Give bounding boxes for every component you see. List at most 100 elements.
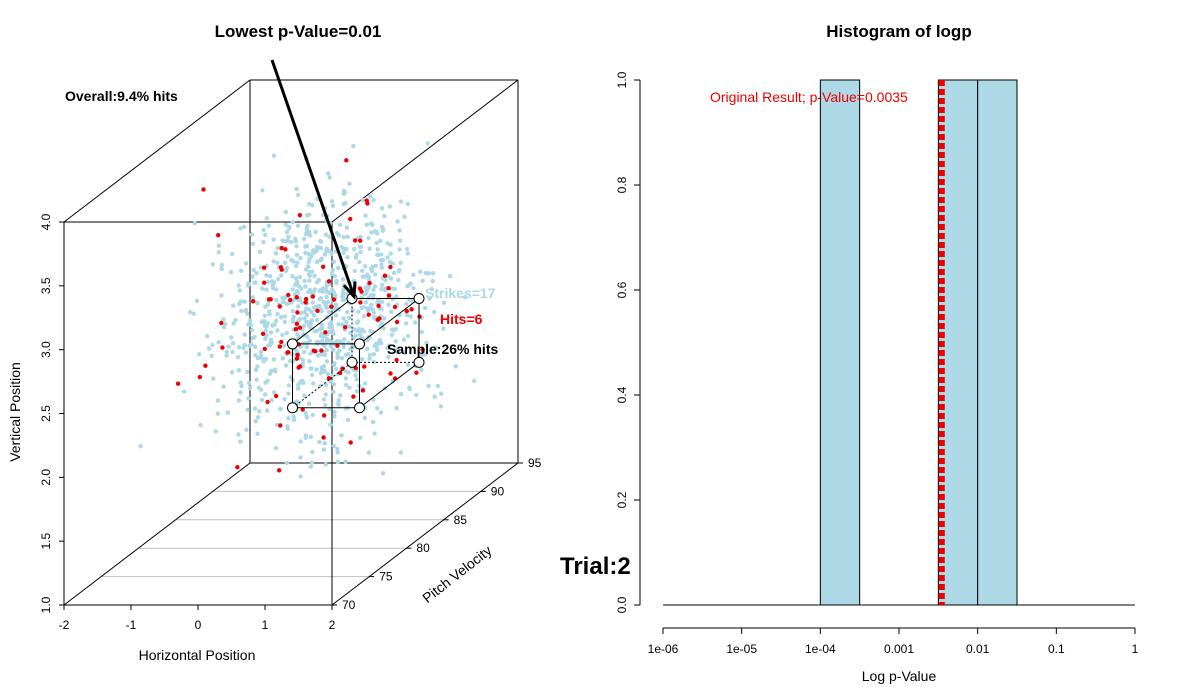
strike-point <box>263 380 268 385</box>
strike-point <box>138 444 143 449</box>
hit-point <box>278 423 283 428</box>
strike-point <box>344 319 349 325</box>
hist-y-tick-label: 1.0 <box>615 71 629 88</box>
hit-point <box>358 238 363 243</box>
strike-point <box>222 321 228 327</box>
strike-point <box>249 327 255 333</box>
strike-point <box>295 223 301 228</box>
strike-point <box>263 232 268 238</box>
strike-point <box>250 274 255 279</box>
hit-point <box>394 319 400 325</box>
strike-point <box>336 322 341 327</box>
strike-point <box>393 326 399 332</box>
strike-point <box>302 278 307 284</box>
strike-point <box>285 254 290 259</box>
strike-point <box>264 273 269 278</box>
strike-point <box>324 339 329 345</box>
strike-point <box>304 213 310 218</box>
strike-point <box>259 397 265 403</box>
strike-point <box>379 265 384 270</box>
strike-point <box>379 224 385 230</box>
strike-point <box>371 287 376 293</box>
strike-point <box>304 344 310 350</box>
strike-point <box>372 343 377 349</box>
strike-point <box>307 288 312 293</box>
strike-point <box>325 371 331 377</box>
strike-point <box>237 288 242 293</box>
hist-y-tick-label: 0.6 <box>615 281 629 298</box>
strike-point <box>206 346 212 351</box>
strike-point <box>273 445 279 451</box>
strike-point <box>380 471 386 476</box>
strike-point <box>285 426 290 431</box>
strike-point <box>312 273 317 278</box>
strike-point <box>359 268 365 273</box>
strike-point <box>333 313 339 318</box>
pointer-arrow-shaft <box>270 59 356 297</box>
hit-point <box>404 308 409 314</box>
strike-point <box>373 272 378 277</box>
strike-point <box>472 378 477 384</box>
strike-point <box>318 238 323 244</box>
hist-x-tick-label: 1 <box>1132 642 1139 656</box>
strike-point <box>286 416 291 421</box>
strike-point <box>196 352 202 357</box>
sample-box-corner <box>413 356 425 368</box>
hit-point <box>344 158 349 163</box>
strike-point <box>371 352 376 357</box>
box-edge-depth <box>63 79 251 223</box>
strike-point <box>290 308 295 314</box>
strike-point <box>408 314 413 319</box>
strike-point <box>204 333 210 339</box>
strike-point <box>250 241 256 246</box>
strike-point <box>268 337 274 343</box>
strike-point <box>298 255 303 261</box>
strike-point <box>278 315 284 320</box>
y-tick-label: 2.5 <box>39 405 53 422</box>
sample-box-edge <box>292 298 353 345</box>
strike-point <box>362 381 368 386</box>
strike-point <box>341 191 347 197</box>
hit-point <box>261 265 267 270</box>
strike-point <box>411 272 416 278</box>
strike-point <box>255 364 260 369</box>
hit-point <box>220 345 225 350</box>
strike-point <box>309 366 314 371</box>
strike-point <box>251 267 256 273</box>
strike-point <box>305 334 310 339</box>
strike-point <box>286 234 291 240</box>
strike-point <box>429 286 434 292</box>
strike-point <box>422 305 428 311</box>
strike-point <box>258 349 264 355</box>
strike-point <box>331 389 336 394</box>
strike-point <box>238 226 243 231</box>
strike-point <box>229 370 235 375</box>
strike-point <box>290 287 295 292</box>
strike-point <box>353 373 358 378</box>
strike-point <box>271 390 277 395</box>
hit-point <box>319 348 324 353</box>
strike-point <box>322 441 327 446</box>
strike-point <box>219 293 224 298</box>
strike-point <box>281 343 287 348</box>
scatter3d-overlay <box>270 59 425 414</box>
strike-point <box>367 352 373 358</box>
sample-hits-label: Sample:26% hits <box>387 341 498 357</box>
strike-point <box>304 413 309 419</box>
strike-point <box>284 230 290 235</box>
hit-point <box>388 264 393 270</box>
strike-point <box>332 414 337 419</box>
strike-point <box>294 252 300 257</box>
strike-point <box>322 343 327 349</box>
strike-point <box>229 335 234 340</box>
z-tick-label: 95 <box>528 456 542 470</box>
hit-point <box>342 325 348 330</box>
strike-point <box>245 369 250 375</box>
hit-point <box>323 330 328 335</box>
strike-point <box>379 206 385 211</box>
strike-point <box>236 432 241 437</box>
strike-point <box>259 319 264 325</box>
strike-point <box>453 364 458 369</box>
strike-point <box>402 214 407 219</box>
